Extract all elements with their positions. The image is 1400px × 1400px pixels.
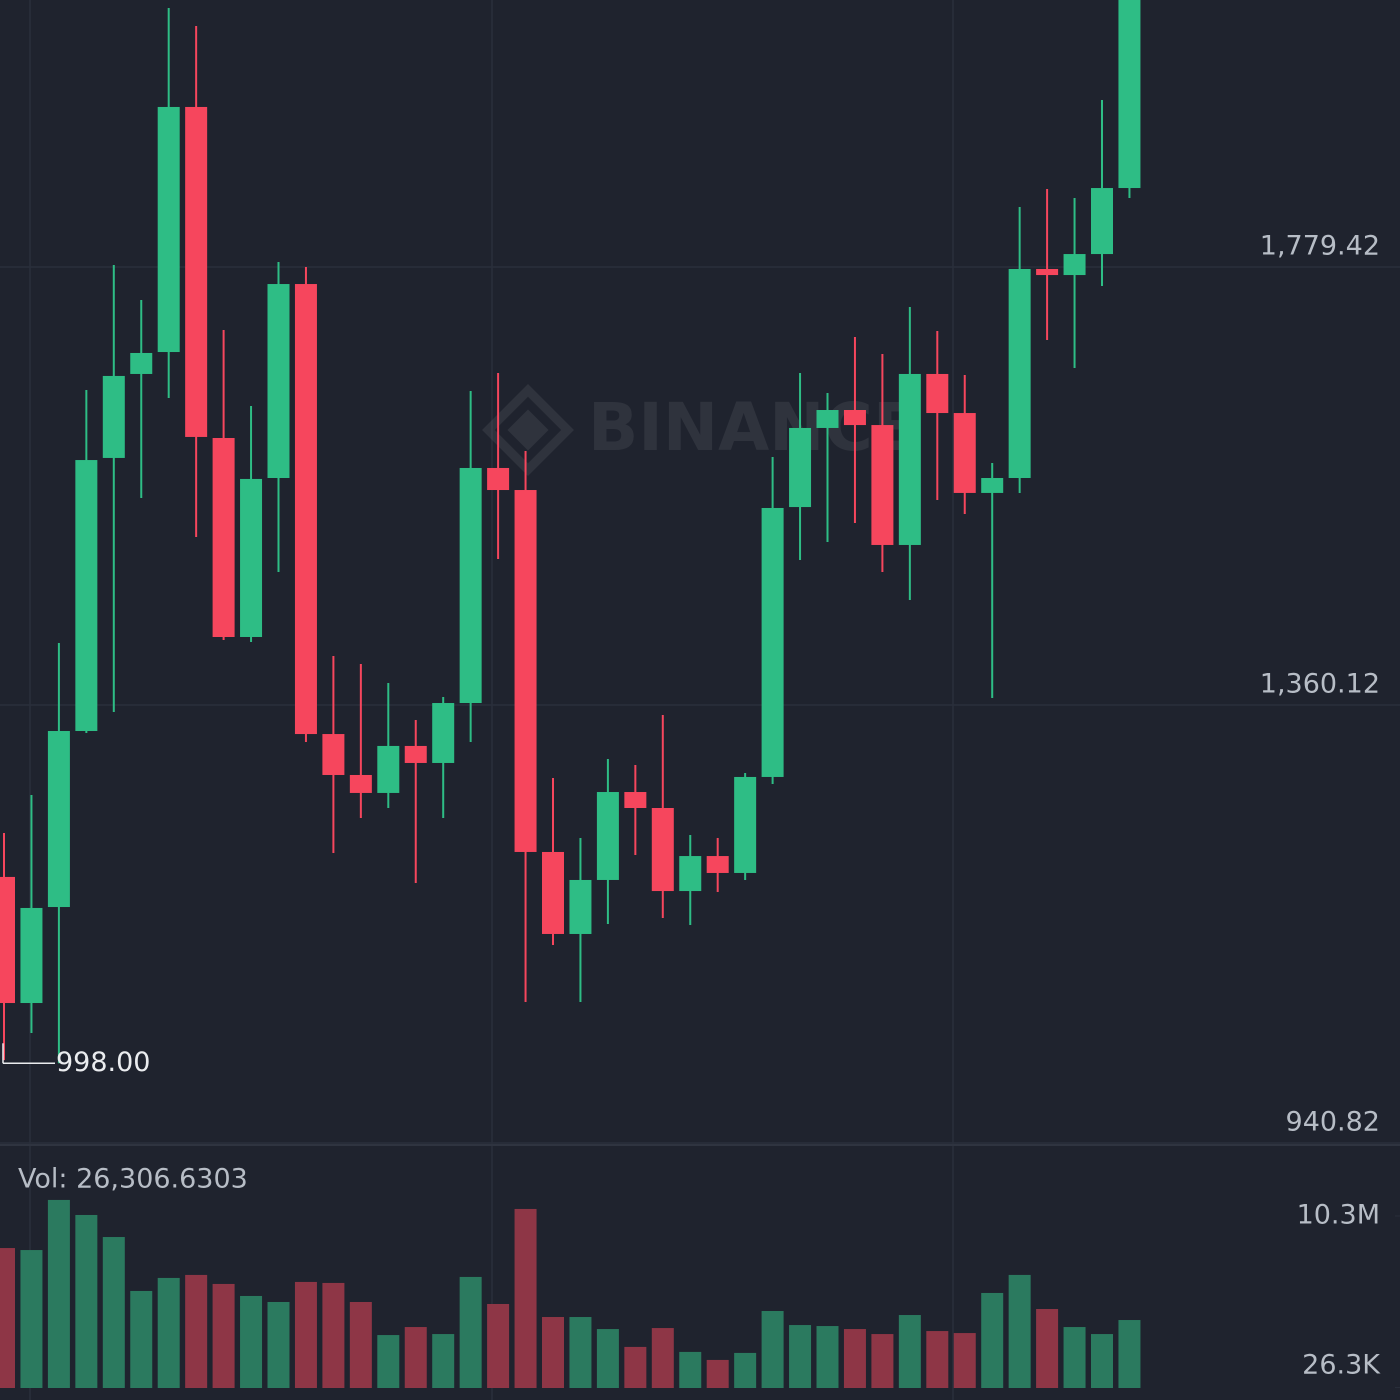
volume-bar (377, 1335, 400, 1388)
candle-body (75, 460, 98, 732)
candle-body (102, 375, 125, 458)
volume-bar (569, 1317, 592, 1388)
volume-bar (459, 1276, 482, 1388)
candle-body (459, 467, 482, 704)
volume-bar (816, 1326, 839, 1388)
volume-bar (789, 1325, 812, 1388)
volume-bar (240, 1295, 263, 1388)
vertical-grid (29, 0, 954, 1400)
volume-bar (267, 1301, 290, 1388)
candle-body (1063, 254, 1086, 276)
volume-bar (185, 1274, 208, 1388)
volume-bar (651, 1328, 674, 1388)
volume-bar (1036, 1309, 1059, 1388)
volume-bar (953, 1333, 976, 1388)
volume-bar (487, 1303, 510, 1388)
low-marker-label: 998.00 (56, 1047, 150, 1078)
candle-body (487, 467, 510, 491)
volume-bar (1008, 1274, 1031, 1388)
volume-bar (102, 1237, 125, 1388)
candle-body (734, 776, 757, 873)
candle-body (0, 876, 15, 1004)
volume-bar (47, 1199, 70, 1388)
volume-bar (404, 1327, 427, 1388)
candle-body (294, 284, 317, 735)
volume-bar (981, 1292, 1004, 1388)
volume-bar (294, 1281, 317, 1388)
volume-bar (322, 1282, 345, 1388)
volume-bar (596, 1329, 619, 1388)
volume-bar (926, 1331, 949, 1388)
volume-bar (1063, 1327, 1086, 1388)
watermark: BINANCE (482, 384, 918, 476)
candle-body (157, 106, 180, 353)
y-tick-label: 1,360.12 (1260, 669, 1380, 700)
candle-body (624, 792, 647, 808)
volume-bar (432, 1334, 455, 1388)
volume-bar (1091, 1334, 1113, 1388)
volume-bar (514, 1208, 537, 1388)
candle-body (349, 774, 372, 793)
y-tick-label: 1,779.42 (1260, 231, 1380, 262)
volume-title: Vol: 26,306.6303 (18, 1164, 248, 1195)
candle-body (816, 410, 839, 428)
candle-body (706, 856, 729, 873)
volume-bar (843, 1329, 866, 1388)
candle-body (432, 703, 455, 763)
volume-bar (898, 1315, 921, 1388)
candle-body (1118, 0, 1141, 189)
candle-body (953, 413, 976, 493)
volume-bar (212, 1283, 235, 1388)
volume-bar (871, 1334, 894, 1388)
volume-bar (679, 1351, 702, 1388)
y-tick-label: 940.82 (1286, 1107, 1380, 1138)
candle-body (185, 106, 208, 437)
volume-bar (706, 1359, 729, 1388)
watermark-logo (482, 384, 574, 476)
volume-bar (349, 1301, 372, 1388)
candle-body (596, 792, 619, 880)
candle-body (240, 478, 263, 637)
candle-body (651, 807, 674, 892)
candle-body (267, 284, 290, 479)
volume-bar (0, 1248, 15, 1388)
volume-bar (734, 1352, 757, 1388)
volume-bar (761, 1311, 784, 1388)
candle-body (20, 907, 43, 1004)
candle-body (322, 734, 345, 775)
candle-body (404, 745, 427, 763)
candle-body (981, 478, 1004, 493)
volume-bar (157, 1277, 180, 1388)
watermark-text: BINANCE (588, 389, 918, 466)
volume-tick-label: 26.3K (1302, 1350, 1381, 1381)
candle-body (1008, 268, 1031, 479)
candle-body (871, 425, 894, 545)
candle-body (212, 438, 235, 637)
candle-body (514, 490, 537, 852)
candle-body (926, 373, 949, 414)
volume-bar (20, 1250, 43, 1388)
candle-body (130, 352, 153, 374)
candle-body (1036, 268, 1059, 276)
volume-tick-label: 10.3M (1297, 1199, 1380, 1230)
volume-bar (75, 1214, 98, 1388)
candle-body (898, 373, 921, 545)
candle-body (789, 427, 812, 508)
volume-bar (130, 1290, 153, 1388)
volume-bar (542, 1317, 564, 1388)
candle-body (542, 851, 564, 934)
volume-bar (1118, 1320, 1141, 1388)
candle-body (1091, 188, 1113, 255)
candle-body (843, 410, 866, 426)
candle-body (47, 731, 70, 908)
candle-body (761, 507, 784, 777)
candle-body (377, 745, 400, 793)
volume-bar (624, 1346, 647, 1388)
candle-body (679, 856, 702, 892)
candle-body (569, 879, 592, 934)
